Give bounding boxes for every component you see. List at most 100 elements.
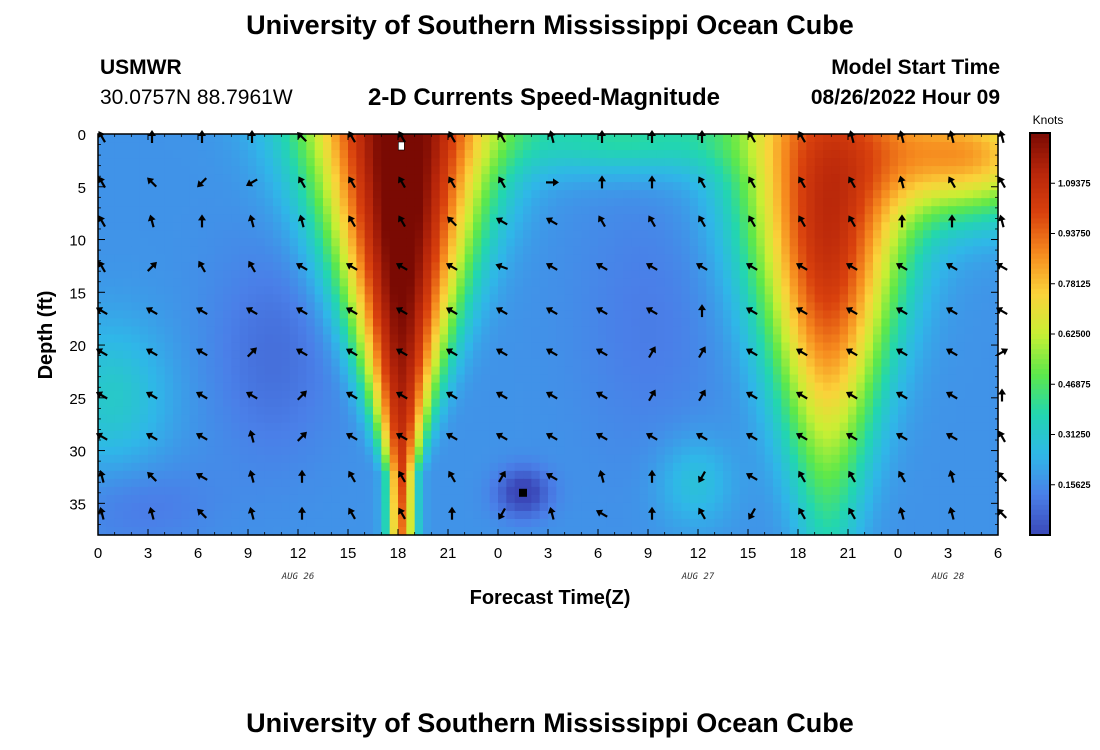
heatmap-cell — [631, 390, 641, 400]
heatmap-cell — [939, 326, 949, 336]
heatmap-cell — [881, 278, 891, 287]
heatmap-cell — [306, 286, 316, 295]
heatmap-cell — [381, 374, 391, 384]
heatmap-cell — [956, 406, 966, 416]
heatmap-cell — [414, 214, 424, 223]
heatmap-cell — [981, 206, 991, 215]
heatmap-cell — [881, 462, 891, 472]
heatmap-cell — [314, 374, 324, 384]
heatmap-cell — [848, 478, 857, 488]
heatmap-cell — [614, 422, 624, 432]
heatmap-cell — [531, 254, 541, 263]
heatmap-cell — [156, 446, 166, 456]
heatmap-cell — [239, 182, 249, 191]
heatmap-cell — [964, 302, 974, 312]
heatmap-cell — [348, 246, 357, 255]
heatmap-cell — [689, 334, 699, 344]
heatmap-cell — [964, 310, 974, 320]
heatmap-cell — [506, 310, 516, 320]
heatmap-cell — [123, 342, 132, 352]
heatmap-cell — [439, 350, 449, 360]
heatmap-cell — [481, 462, 491, 472]
heatmap-cell — [573, 342, 582, 352]
heatmap-cell — [939, 294, 949, 304]
heatmap-cell — [256, 262, 266, 271]
heatmap-cell — [756, 398, 766, 408]
heatmap-cell — [389, 446, 399, 456]
heatmap-cell — [248, 366, 257, 376]
heatmap-cell — [656, 262, 666, 271]
heatmap-cell — [273, 302, 282, 312]
heatmap-cell — [548, 382, 557, 392]
heatmap-cell — [773, 142, 782, 151]
heatmap-cell — [623, 326, 632, 336]
heatmap-cell — [981, 366, 991, 376]
heatmap-cell — [406, 398, 416, 408]
heatmap-cell — [589, 318, 599, 328]
heatmap-cell — [889, 198, 899, 207]
heatmap-cell — [614, 286, 624, 295]
heatmap-cell — [781, 374, 791, 384]
heatmap-cell — [498, 454, 507, 464]
heatmap-cell — [973, 462, 982, 472]
heatmap-cell — [331, 294, 341, 304]
heatmap-cell — [806, 158, 816, 167]
heatmap-cell — [898, 334, 907, 344]
heatmap-cell — [764, 222, 774, 231]
heatmap-cell — [323, 270, 332, 279]
heatmap-cell — [614, 174, 624, 183]
heatmap-cell — [806, 254, 816, 263]
heatmap-cell — [556, 374, 566, 384]
heatmap-cell — [639, 238, 649, 247]
heatmap-cell — [714, 294, 724, 304]
heatmap-cell — [923, 414, 932, 424]
heatmap-cell — [414, 294, 424, 304]
heatmap-cell — [723, 198, 732, 207]
heatmap-cell — [248, 382, 257, 392]
heatmap-cell — [931, 486, 941, 496]
heatmap-cell — [714, 478, 724, 488]
heatmap-cell — [814, 302, 824, 312]
heatmap-cell — [681, 206, 691, 215]
heatmap-cell — [673, 142, 682, 151]
heatmap-cell — [873, 262, 882, 271]
heatmap-cell — [614, 134, 624, 143]
heatmap-cell — [731, 166, 741, 175]
heatmap-cell — [906, 398, 916, 408]
heatmap-cell — [464, 278, 474, 287]
heatmap-cell — [798, 382, 807, 392]
heatmap-cell — [581, 286, 591, 295]
heatmap-cell — [156, 294, 166, 304]
heatmap-cell — [164, 486, 174, 496]
heatmap-cell — [139, 278, 149, 287]
heatmap-cell — [814, 366, 824, 376]
heatmap-cell — [139, 478, 149, 488]
heatmap-cell — [373, 302, 382, 312]
heatmap-cell — [556, 254, 566, 263]
heatmap-cell — [464, 206, 474, 215]
heatmap-cell — [906, 182, 916, 191]
heatmap-cell — [939, 206, 949, 215]
heatmap-cell — [906, 446, 916, 456]
heatmap-cell — [589, 310, 599, 320]
heatmap-cell — [823, 222, 832, 231]
heatmap-cell — [289, 374, 299, 384]
heatmap-cell — [414, 382, 424, 392]
heatmap-cell — [631, 278, 641, 287]
heatmap-cell — [123, 438, 132, 448]
heatmap-cell — [389, 334, 399, 344]
heatmap-cell — [481, 334, 491, 344]
heatmap-cell — [656, 270, 666, 279]
heatmap-cell — [264, 390, 274, 400]
heatmap-cell — [648, 222, 657, 231]
heatmap-cell — [606, 398, 616, 408]
heatmap-cell — [156, 334, 166, 344]
heatmap-cell — [748, 166, 757, 175]
heatmap-cell — [348, 158, 357, 167]
heatmap-cell — [364, 158, 374, 167]
heatmap-cell — [656, 398, 666, 408]
heatmap-cell — [331, 142, 341, 151]
heatmap-cell — [156, 174, 166, 183]
heatmap-cell — [498, 462, 507, 472]
heatmap-cell — [531, 446, 541, 456]
